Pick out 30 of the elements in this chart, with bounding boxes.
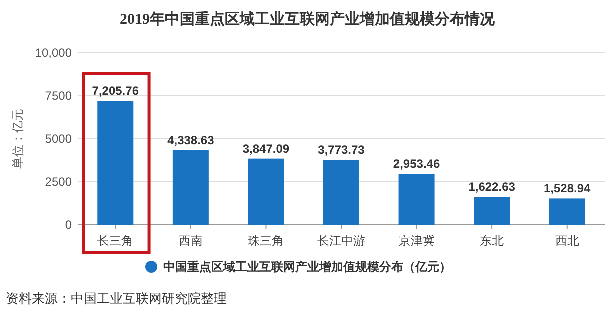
data-label: 3,773.73	[318, 143, 366, 158]
x-tick-label: 长三角	[98, 234, 134, 248]
data-label: 3,847.09	[242, 142, 290, 156]
x-tick-label: 西北	[555, 234, 580, 248]
y-tick-label: 5000	[45, 132, 72, 146]
data-label: 4,338.63	[168, 133, 215, 148]
data-label: 7,205.76	[92, 84, 140, 98]
y-tick-label: 10,000	[35, 46, 72, 60]
legend-label: 中国重点区域工业互联网产业增加值规模分布（亿元）	[164, 260, 452, 274]
bar	[248, 158, 284, 225]
text: 资料来源：中国工业互联网研究院整理	[6, 291, 227, 306]
bar	[172, 150, 209, 225]
x-tick-label: 长江中游	[318, 234, 366, 248]
bar	[398, 174, 435, 225]
bar	[549, 198, 586, 225]
bar	[98, 101, 134, 225]
x-tick-label: 京津冀	[398, 234, 435, 248]
x-tick-label: 东北	[480, 234, 504, 248]
y-axis-title: 单位：亿元	[11, 109, 25, 169]
data-label: 2,953.46	[393, 157, 440, 172]
y-tick-label: 2500	[45, 175, 72, 189]
chart-title: 2019年中国重点区域工业互联网产业增加值规模分布情况	[120, 11, 496, 28]
data-label: 1,528.94	[544, 182, 592, 196]
x-tick-label: 西南	[178, 234, 203, 248]
data-label: 1,622.63	[468, 180, 516, 194]
y-tick-label: 7500	[45, 89, 72, 103]
bar	[474, 197, 510, 225]
bar	[324, 160, 360, 225]
y-tick-label: 0	[65, 218, 72, 232]
x-tick-label: 珠三角	[248, 234, 284, 248]
